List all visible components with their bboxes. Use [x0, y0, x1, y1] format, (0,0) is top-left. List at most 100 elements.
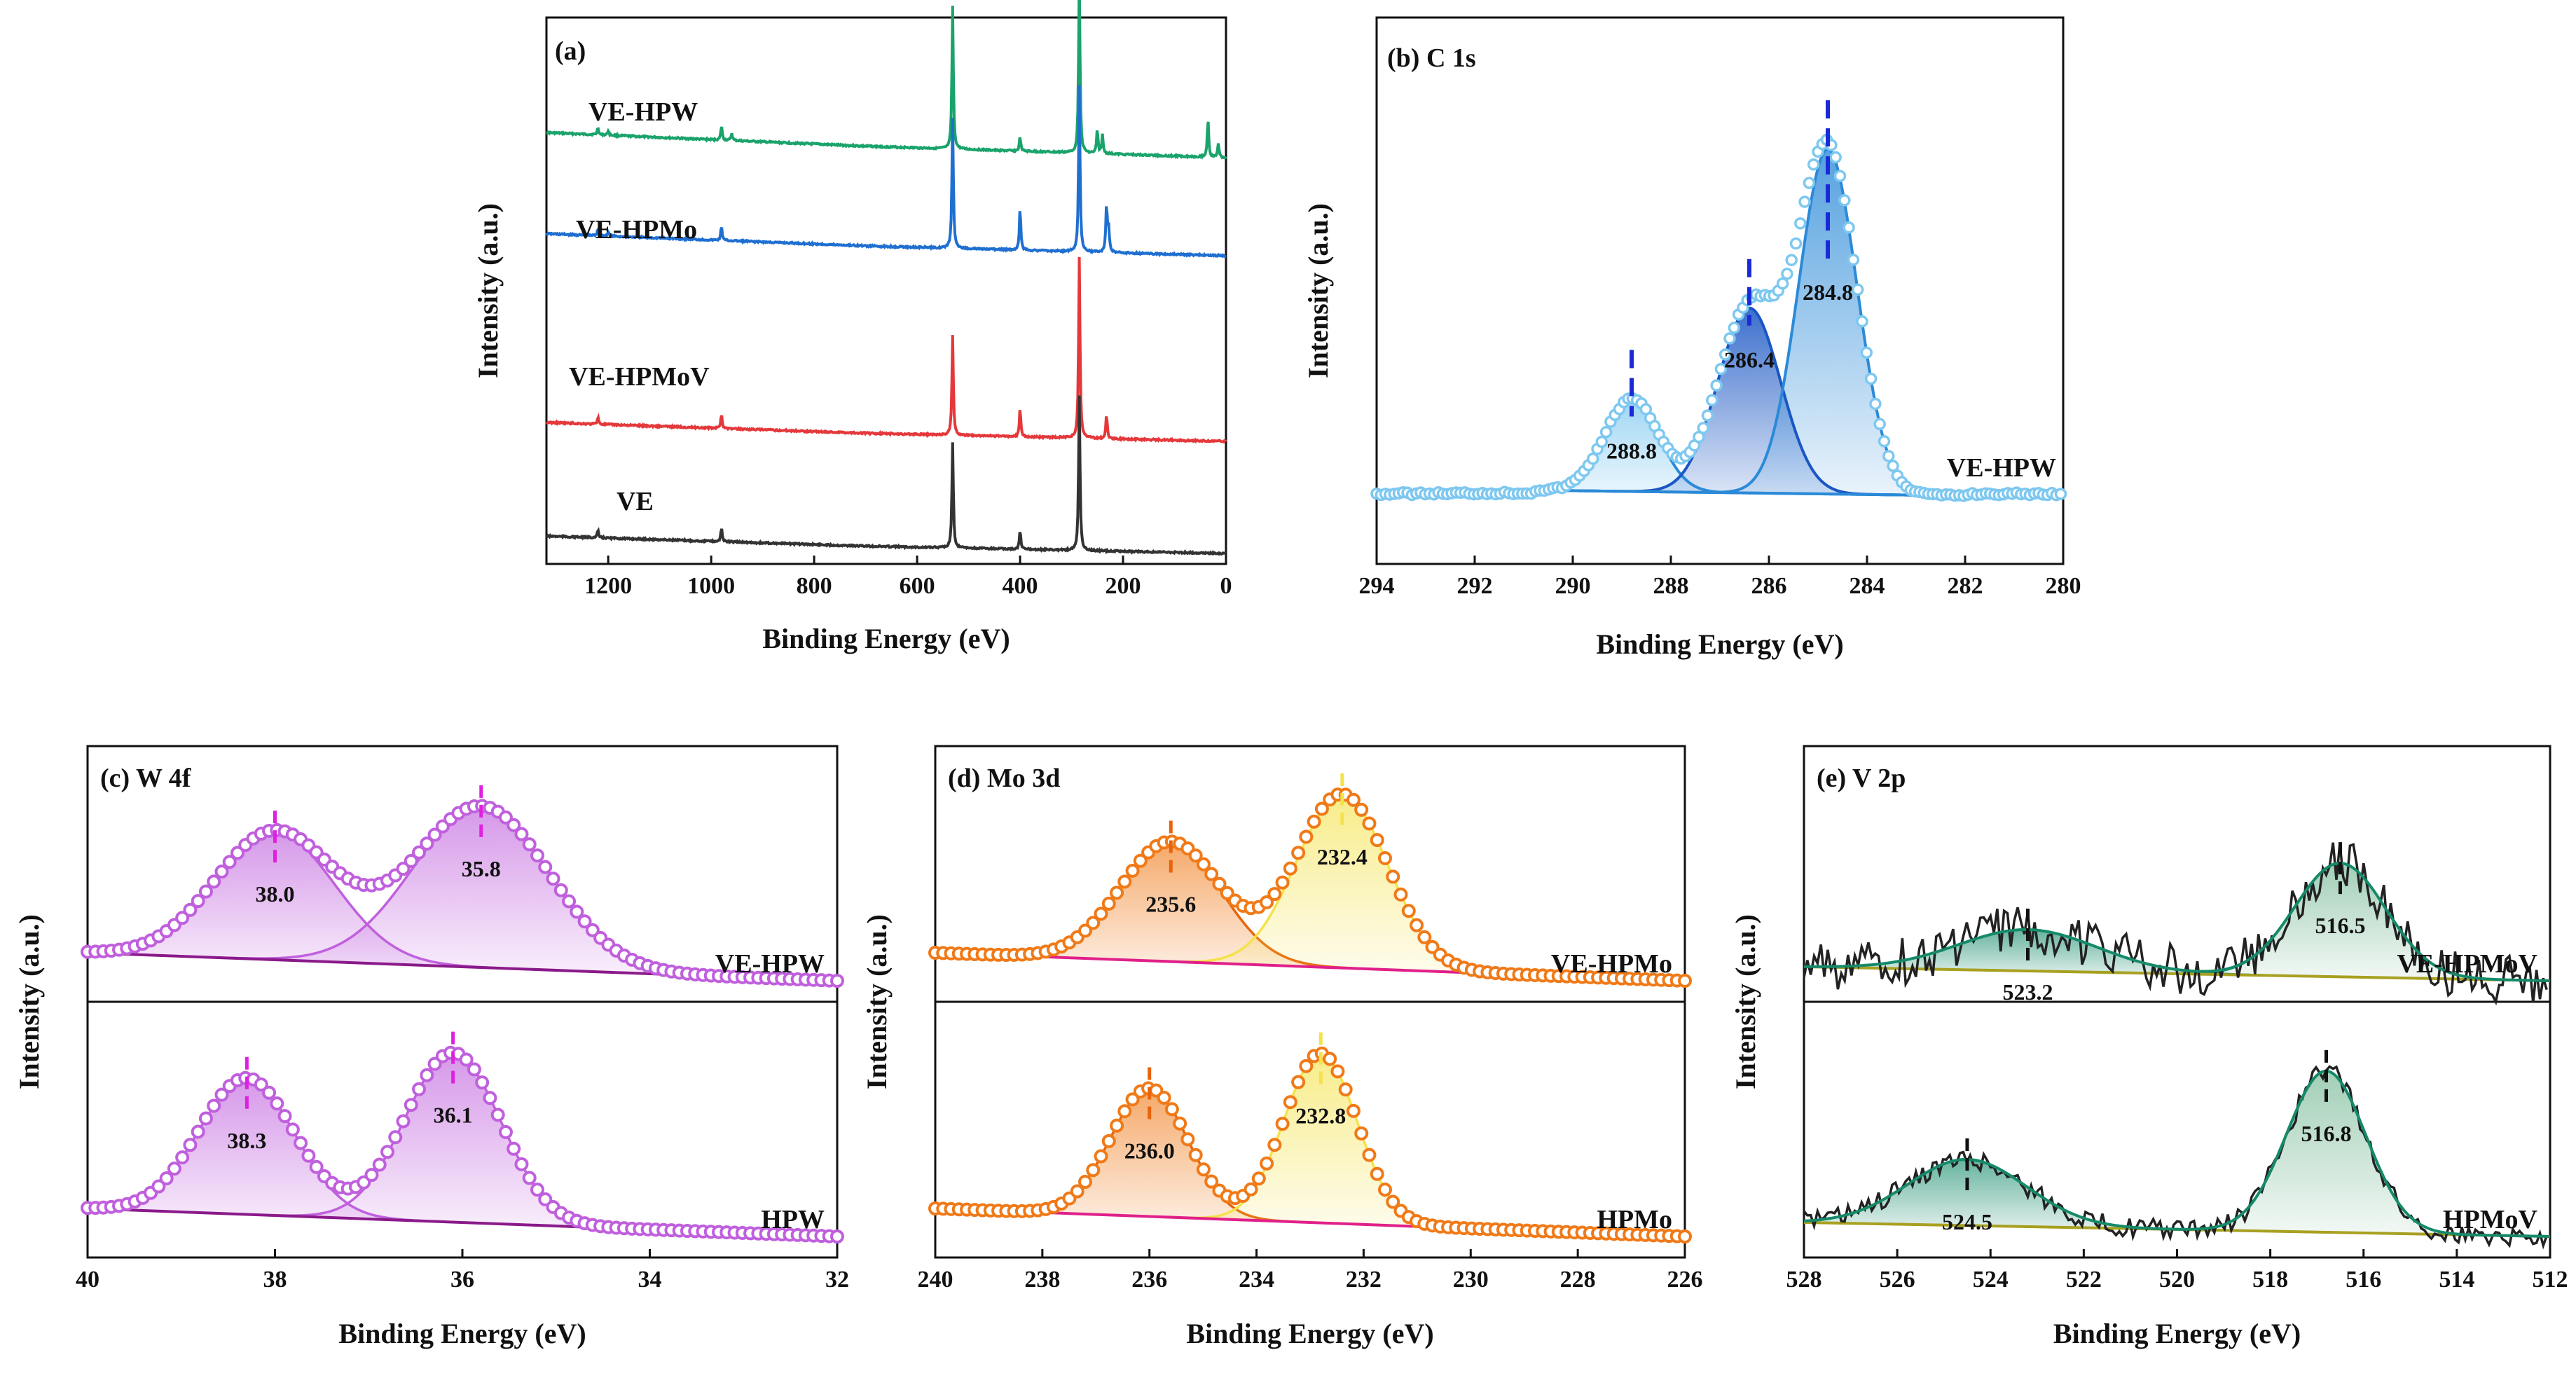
- panel-b-xtick-label: 284: [1850, 573, 1885, 599]
- peak-label-232.4: 232.4: [1317, 844, 1368, 869]
- peak-label-38.0: 38.0: [256, 881, 295, 907]
- data-point: [1378, 1183, 1392, 1197]
- panel-a-label: (a): [555, 36, 586, 66]
- data-point: [1180, 1132, 1195, 1147]
- data-point: [380, 1145, 394, 1159]
- data-point: [1291, 846, 1306, 860]
- panel-e-ylabel: Intensity (a.u.): [1730, 914, 1761, 1089]
- data-point: [1110, 886, 1124, 900]
- panel-a-xtick-label: 400: [1003, 573, 1038, 599]
- data-point: [1873, 418, 1886, 431]
- panel-b: 294 292 290 288 286 284 282 280 (b) C 1s Binding …: [1302, 16, 2081, 660]
- data-point: [1283, 1095, 1297, 1110]
- data-point: [1101, 1134, 1116, 1148]
- panel-c: 40 38 36 34 32 (c) W 4f Binding Energy (eV) Int…: [13, 745, 849, 1349]
- data-point: [1346, 1103, 1361, 1118]
- panel-e-xtick-label: 514: [2439, 1267, 2474, 1293]
- data-point: [1869, 397, 1882, 411]
- sample-label-HPMoV: HPMoV: [2443, 1205, 2538, 1234]
- peak-label-286.4: 286.4: [1724, 347, 1775, 373]
- component-fill-516.8: [1804, 1070, 2550, 1236]
- data-point: [1860, 346, 1873, 359]
- data-point: [420, 836, 434, 851]
- data-point: [309, 1159, 324, 1174]
- panel-e-xtick-label: 518: [2252, 1267, 2288, 1293]
- data-point: [1260, 1156, 1274, 1171]
- series-line-VE-HPMo: [545, 85, 1227, 259]
- data-point: [151, 1179, 166, 1194]
- data-point: [364, 1168, 379, 1183]
- data-point: [1586, 453, 1599, 465]
- data-point: [1678, 1229, 1692, 1243]
- data-point: [1781, 268, 1793, 280]
- data-point: [167, 1162, 181, 1176]
- panel-b-xtick-label: 288: [1653, 573, 1689, 599]
- data-point: [1882, 450, 1895, 462]
- panel-c-xtick-label: 34: [638, 1267, 662, 1293]
- data-point: [1807, 158, 1820, 171]
- sample-label-VE-HPMoV: VE-HPMoV: [2397, 949, 2537, 979]
- data-point: [1291, 1075, 1306, 1089]
- data-point: [1251, 1171, 1266, 1186]
- data-point: [396, 1114, 411, 1129]
- data-point: [1410, 918, 1424, 932]
- panel-c-xtick-label: 38: [263, 1267, 287, 1293]
- data-point: [1078, 923, 1092, 938]
- data-point: [1370, 833, 1384, 848]
- data-point: [538, 1192, 553, 1206]
- data-point: [1851, 283, 1864, 296]
- data-point: [1843, 221, 1855, 234]
- data-point: [538, 860, 553, 874]
- data-point: [467, 1062, 481, 1077]
- data-point: [214, 864, 229, 879]
- panel-d-label: (d) Mo 3d: [948, 764, 1060, 793]
- data-point: [1838, 194, 1851, 207]
- series-line-VE-HPMoV: [545, 256, 1227, 444]
- panel-d-xtick-label: 238: [1024, 1267, 1060, 1293]
- peak-label-516.8: 516.8: [2301, 1121, 2352, 1146]
- data-point: [1188, 848, 1203, 863]
- data-point: [1188, 1148, 1203, 1162]
- panel-d-xlabel: Binding Energy (eV): [1186, 1318, 1433, 1349]
- peak-label-284.8: 284.8: [1803, 280, 1853, 305]
- data-point: [1299, 1059, 1314, 1073]
- background-line: [1533, 488, 1966, 497]
- data-point: [1878, 435, 1891, 448]
- data-point: [1086, 1163, 1101, 1178]
- data-point: [1370, 1166, 1384, 1181]
- series-line-VE-HPW: [546, 0, 1227, 160]
- series-label-VE-HPW: VE-HPW: [588, 97, 698, 127]
- panel-b-label: (b) C 1s: [1387, 43, 1476, 73]
- data-point: [1125, 863, 1140, 878]
- peak-label-523.2: 523.2: [2003, 979, 2053, 1005]
- data-point: [1710, 379, 1723, 392]
- data-point: [1283, 861, 1297, 876]
- data-point: [498, 1124, 513, 1139]
- data-point: [830, 973, 844, 988]
- panel-b-xtick-label: 292: [1457, 573, 1493, 599]
- panel-b-xtick-label: 286: [1751, 573, 1787, 599]
- data-point: [530, 848, 544, 863]
- data-point: [1794, 217, 1807, 230]
- data-point: [191, 1124, 205, 1139]
- panel-a-xtick-label: 600: [900, 573, 935, 599]
- data-point: [1706, 394, 1719, 407]
- data-point: [1417, 930, 1432, 944]
- data-point: [404, 1098, 418, 1112]
- data-point: [1362, 1148, 1377, 1162]
- data-point: [570, 904, 584, 919]
- series-label-VE-HPMo: VE-HPMo: [576, 215, 697, 244]
- data-point: [1714, 362, 1728, 375]
- data-point: [159, 1171, 174, 1186]
- data-point: [1346, 792, 1361, 807]
- component-fill-38.3: [88, 1077, 836, 1236]
- data-point: [1697, 422, 1709, 434]
- data-point: [1425, 939, 1440, 954]
- data-point: [420, 1068, 434, 1082]
- peak-label-36.1: 36.1: [434, 1103, 473, 1128]
- component-fill-516.5: [1804, 863, 2550, 981]
- data-point: [277, 1109, 292, 1124]
- data-point: [1267, 1138, 1282, 1152]
- data-point: [1133, 853, 1148, 868]
- data-point: [1803, 177, 1816, 189]
